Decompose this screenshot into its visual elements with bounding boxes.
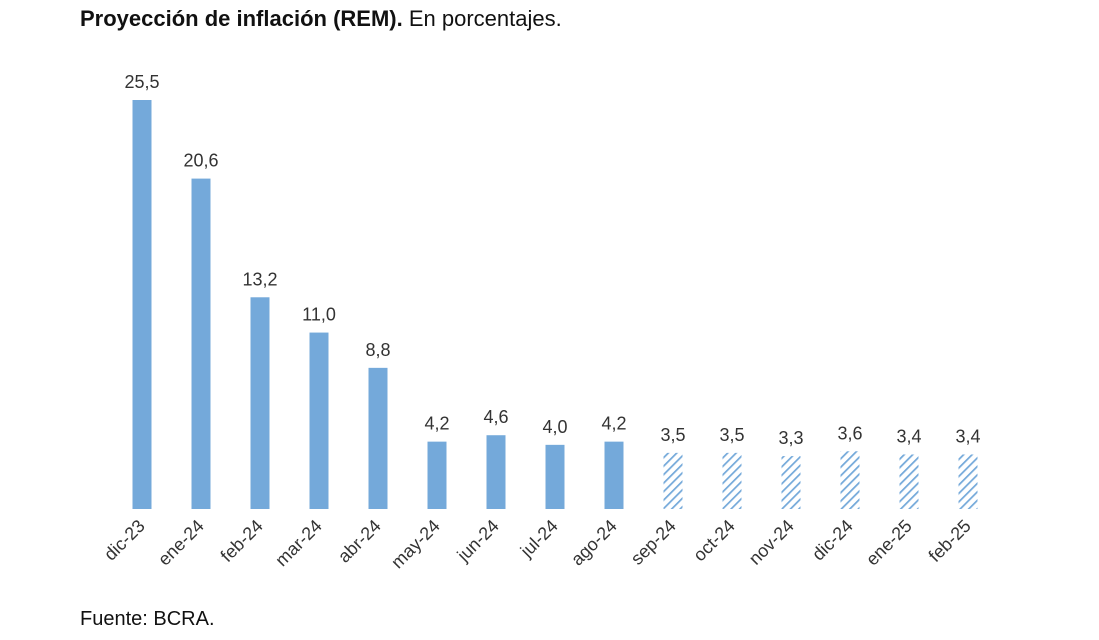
- x-tick-jul-24: jul-24: [516, 516, 562, 562]
- bar-jul-24: [545, 444, 565, 509]
- bar-ene-25: [899, 454, 919, 509]
- x-tick-dic-24: dic-24: [808, 516, 857, 565]
- x-tick-nov-24: nov-24: [745, 516, 798, 569]
- value-label-feb-25: 3,4: [955, 426, 980, 446]
- bar-feb-24: [250, 297, 270, 509]
- bar-ene-24: [191, 178, 211, 509]
- bar-sep-24: [663, 452, 683, 509]
- chart-title-bold: Proyección de inflación (REM).: [80, 6, 403, 31]
- value-label-nov-24: 3,3: [778, 428, 803, 448]
- bar-nov-24: [781, 456, 801, 509]
- value-label-oct-24: 3,5: [719, 425, 744, 445]
- bar-jun-24: [486, 435, 506, 509]
- value-label-jun-24: 4,6: [483, 407, 508, 427]
- value-label-abr-24: 8,8: [365, 340, 390, 360]
- bar-may-24: [427, 441, 447, 509]
- value-label-may-24: 4,2: [424, 414, 449, 434]
- x-tick-abr-24: abr-24: [334, 516, 385, 567]
- bar-oct-24: [722, 452, 742, 509]
- source-note: Fuente: BCRA.: [80, 608, 215, 630]
- value-label-dic-23: 25,5: [124, 72, 159, 92]
- chart-title-rest: En porcentajes.: [402, 6, 562, 31]
- bar-mar-24: [309, 332, 329, 509]
- x-tick-feb-24: feb-24: [217, 516, 267, 566]
- bar-dic-24: [840, 451, 860, 509]
- bar-ago-24: [604, 441, 624, 509]
- x-tick-labels-group: dic-23 ene-24 feb-24 mar-24 abr-24 may-24 jun-…: [100, 516, 975, 573]
- x-tick-dic-23: dic-23: [100, 516, 149, 565]
- value-label-feb-24: 13,2: [242, 269, 277, 289]
- x-tick-mar-24: mar-24: [271, 516, 325, 570]
- x-tick-feb-25: feb-25: [925, 516, 975, 566]
- bar-abr-24: [368, 367, 388, 509]
- x-tick-oct-24: oct-24: [689, 516, 739, 566]
- x-tick-ene-25: ene-25: [862, 516, 916, 570]
- value-label-ene-25: 3,4: [896, 426, 921, 446]
- value-labels-group: 25,5 20,6 13,2 11,0 8,8 4,2 4,6 4,0 4,2 3,5 3,5 3,3…: [124, 72, 980, 448]
- bars-group: [132, 100, 978, 509]
- chart-title: Proyección de inflación (REM). En porcen…: [80, 4, 562, 34]
- value-label-ene-24: 20,6: [183, 151, 218, 171]
- x-tick-jun-24: jun-24: [453, 516, 503, 566]
- value-label-dic-24: 3,6: [837, 423, 862, 443]
- x-tick-ene-24: ene-24: [154, 516, 208, 570]
- x-tick-ago-24: ago-24: [567, 516, 621, 570]
- x-tick-may-24: may-24: [387, 516, 444, 573]
- value-label-mar-24: 11,0: [302, 305, 336, 325]
- bar-feb-25: [958, 454, 978, 509]
- value-label-ago-24: 4,2: [601, 414, 626, 434]
- value-label-jul-24: 4,0: [542, 417, 567, 437]
- x-tick-sep-24: sep-24: [627, 516, 680, 569]
- bar-dic-23: [132, 100, 152, 509]
- value-label-sep-24: 3,5: [660, 425, 685, 445]
